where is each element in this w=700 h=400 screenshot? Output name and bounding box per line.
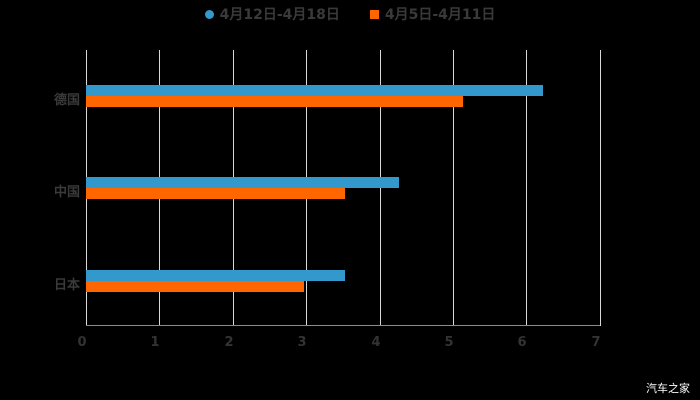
gridline-5 — [453, 50, 454, 326]
x-axis — [86, 325, 600, 326]
bar-japan-series2[interactable] — [86, 281, 304, 292]
legend-marker-orange-icon — [369, 9, 379, 19]
x-tick-7: 7 — [591, 335, 601, 350]
bar-china-series2[interactable] — [86, 188, 345, 199]
category-label-germany: 德国 — [53, 93, 80, 108]
category-label-japan: 日本 — [53, 278, 80, 293]
bar-japan-series1[interactable] — [86, 270, 345, 281]
legend-label-series2: 4月5日-4月11日 — [384, 7, 496, 23]
gridline-6 — [526, 50, 527, 326]
category-label-china: 中国 — [53, 185, 80, 200]
bar-china-series1[interactable] — [86, 177, 399, 188]
x-tick-6: 6 — [517, 335, 527, 350]
x-tick-0: 0 — [77, 335, 87, 350]
watermark: 汽车之家 — [646, 382, 690, 395]
x-tick-4: 4 — [371, 335, 381, 350]
x-tick-5: 5 — [444, 335, 454, 350]
legend-label-series1: 4月12日-4月18日 — [219, 7, 340, 23]
bar-germany-series2[interactable] — [86, 96, 463, 107]
legend-item-series1[interactable]: 4月12日-4月18日 — [204, 4, 340, 24]
x-tick-2: 2 — [224, 335, 234, 350]
legend-item-series2[interactable]: 4月5日-4月11日 — [369, 4, 496, 24]
x-tick-3: 3 — [297, 335, 307, 350]
bar-germany-series1[interactable] — [86, 85, 543, 96]
legend-marker-blue-icon — [204, 9, 214, 19]
gridline-7 — [600, 50, 601, 326]
chart-legend: 4月12日-4月18日 4月5日-4月11日 — [0, 4, 700, 24]
x-tick-1: 1 — [150, 335, 160, 350]
gridline-4 — [380, 50, 381, 326]
